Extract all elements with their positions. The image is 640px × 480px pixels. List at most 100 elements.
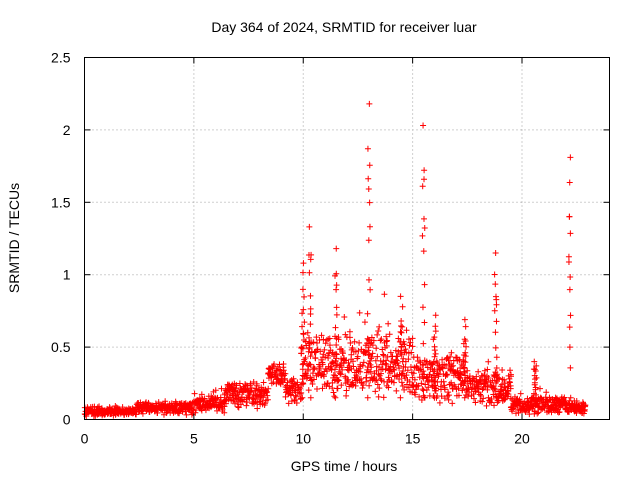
data-point (421, 281, 428, 288)
data-point (329, 359, 336, 366)
data-point (493, 318, 500, 325)
data-point (374, 331, 381, 338)
data-point (310, 339, 317, 346)
data-point (439, 365, 446, 372)
data-point (351, 338, 358, 345)
data-point (332, 350, 339, 357)
data-point (399, 303, 406, 310)
data-point (556, 408, 563, 415)
data-point (398, 372, 405, 379)
data-point (332, 324, 339, 331)
data-point (566, 286, 573, 293)
x-tick-label: 15 (405, 431, 421, 447)
data-point (306, 344, 313, 351)
data-point (415, 382, 422, 389)
data-point (299, 269, 306, 276)
data-point (406, 378, 413, 385)
data-point (506, 379, 513, 386)
data-point (234, 403, 241, 410)
data-point (307, 321, 314, 328)
data-point (398, 317, 405, 324)
data-point (307, 292, 314, 299)
data-point (445, 389, 452, 396)
data-point (398, 329, 405, 336)
data-point (373, 376, 380, 383)
data-point (298, 381, 305, 388)
data-point (566, 344, 573, 351)
data-point (507, 371, 514, 378)
data-point (360, 382, 367, 389)
data-point (378, 377, 385, 384)
data-point (333, 245, 340, 252)
data-point (498, 381, 505, 388)
data-point (483, 402, 490, 409)
data-point (469, 375, 476, 382)
data-point (368, 353, 375, 360)
data-point (400, 355, 407, 362)
data-point (532, 384, 539, 391)
data-point (373, 345, 380, 352)
data-point (561, 394, 568, 401)
data-point (431, 394, 438, 401)
data-point (402, 346, 409, 353)
data-point (401, 341, 408, 348)
data-point (365, 344, 372, 351)
data-point (375, 327, 382, 334)
data-point (331, 377, 338, 384)
data-point (404, 367, 411, 374)
data-point (460, 382, 467, 389)
data-point (566, 213, 573, 220)
data-point (265, 385, 272, 392)
data-point (379, 366, 386, 373)
data-point (367, 368, 374, 375)
data-point (299, 394, 306, 401)
data-point (377, 357, 384, 364)
data-point (248, 385, 255, 392)
data-point (504, 387, 511, 394)
data-point (364, 145, 371, 152)
data-point (339, 366, 346, 373)
y-tick-label: 1.5 (51, 194, 71, 210)
data-point (343, 387, 350, 394)
data-point (276, 366, 283, 373)
data-point (333, 351, 340, 358)
data-point (346, 328, 353, 335)
data-point (431, 353, 438, 360)
data-point (307, 310, 314, 317)
data-point (306, 334, 313, 341)
data-point (517, 390, 524, 397)
data-point (319, 361, 326, 368)
data-point (381, 291, 388, 298)
data-point (391, 367, 398, 374)
data-point (472, 399, 479, 406)
data-point (492, 281, 499, 288)
data-point (418, 380, 425, 387)
data-point (447, 353, 454, 360)
data-point (305, 387, 312, 394)
data-point (531, 366, 538, 373)
data-point (94, 411, 101, 418)
data-point (263, 389, 270, 396)
data-point (435, 362, 442, 369)
data-point (507, 385, 514, 392)
data-point (420, 368, 427, 375)
data-point (446, 392, 453, 399)
data-point (375, 393, 382, 400)
data-point (567, 364, 574, 371)
data-point (321, 346, 328, 353)
data-point (414, 354, 421, 361)
data-point (264, 396, 271, 403)
data-point (477, 391, 484, 398)
data-point (380, 394, 387, 401)
data-point (494, 371, 501, 378)
data-point (491, 271, 498, 278)
data-point (421, 371, 428, 378)
data-point (492, 344, 499, 351)
data-point (334, 361, 341, 368)
data-point (567, 230, 574, 237)
data-point (320, 371, 327, 378)
data-point (191, 390, 198, 397)
data-point (452, 383, 459, 390)
data-point (363, 374, 370, 381)
data-point (366, 382, 373, 389)
